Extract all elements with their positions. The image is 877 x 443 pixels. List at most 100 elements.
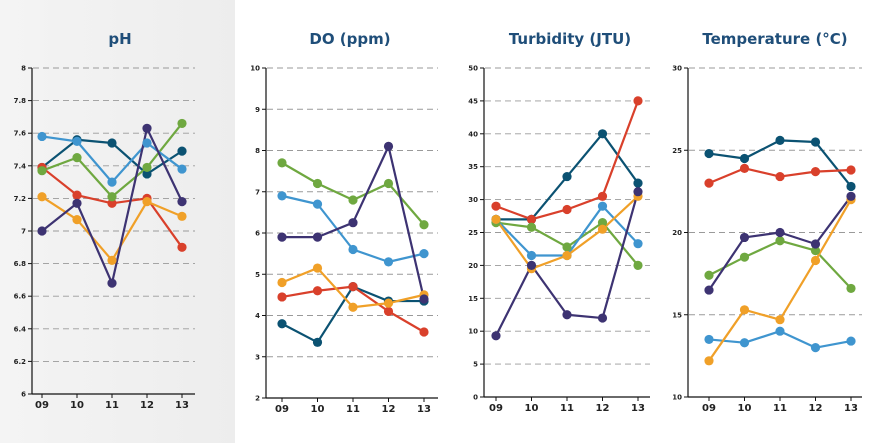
data-point: [775, 315, 785, 325]
data-point: [810, 343, 821, 353]
y-tick-label: 35: [468, 163, 478, 171]
x-tick-label: 13: [844, 403, 858, 414]
y-tick-label: 10: [672, 394, 682, 402]
x-tick-label: 10: [738, 403, 752, 414]
data-point: [775, 135, 785, 145]
data-point: [107, 278, 117, 288]
data-point: [810, 137, 821, 147]
x-tick-label: 12: [809, 403, 823, 414]
data-point: [846, 181, 856, 192]
data-point: [348, 282, 358, 292]
data-point: [72, 136, 82, 146]
data-point: [846, 336, 856, 346]
y-tick-label: 6.6: [14, 293, 27, 301]
chart-1: 2 3 4 5 6 7 8 9 10 09 10 11 12 13: [250, 65, 438, 415]
x-tick-label: 11: [346, 404, 360, 415]
data-point: [775, 171, 785, 182]
data-point: [810, 167, 821, 177]
data-point: [277, 277, 287, 288]
x-tick-label: 13: [175, 400, 189, 411]
x-tick-label: 10: [70, 400, 84, 411]
y-tick-label: 7: [21, 228, 26, 236]
data-point: [37, 192, 47, 202]
chart-title-do: DO (ppm): [309, 30, 391, 48]
data-point: [142, 123, 152, 133]
y-tick-label: 7: [255, 188, 260, 196]
y-tick-label: 7.2: [14, 195, 27, 203]
data-point: [775, 236, 785, 246]
y-tick-label: 15: [672, 311, 682, 319]
data-point: [419, 249, 429, 259]
x-tick-label: 12: [596, 403, 610, 414]
y-tick-label: 6: [21, 391, 26, 399]
y-tick-label: 6: [255, 230, 260, 238]
chart-title-temperature: Temperature (°C): [702, 30, 848, 48]
y-tick-label: 7.8: [14, 97, 27, 105]
data-point: [810, 245, 821, 256]
data-point: [562, 242, 572, 252]
data-point: [562, 171, 572, 182]
data-point: [597, 224, 608, 234]
data-point: [177, 211, 187, 221]
x-tick-label: 13: [631, 403, 645, 414]
data-point: [107, 177, 117, 187]
data-point: [37, 166, 47, 176]
data-point: [419, 294, 429, 304]
data-point: [597, 218, 608, 228]
data-point: [633, 178, 643, 188]
data-point: [177, 197, 187, 207]
data-point: [597, 201, 608, 211]
x-tick-label: 11: [773, 403, 787, 414]
x-tick-label: 11: [560, 403, 574, 414]
series-line-1: [495, 100, 640, 221]
data-point: [383, 298, 394, 308]
chart-title-ph: pH: [108, 30, 132, 48]
chart-2: 0 5 10 15 20 25 30 35 40 45 50 09 10 11 12 13: [468, 65, 650, 414]
data-point: [277, 191, 287, 201]
data-point: [72, 153, 82, 163]
x-tick-label: 11: [105, 400, 119, 411]
data-point: [739, 232, 750, 243]
y-tick-label: 10: [468, 328, 478, 336]
x-tick-label: 10: [311, 404, 325, 415]
data-point: [739, 252, 750, 262]
y-tick-label: 3: [255, 353, 260, 361]
data-point: [775, 227, 785, 238]
data-point: [72, 214, 82, 225]
y-tick-label: 8: [21, 65, 26, 73]
y-tick-label: 5: [473, 361, 478, 369]
data-point: [526, 260, 537, 270]
data-point: [312, 178, 323, 189]
data-point: [383, 257, 394, 267]
data-point: [142, 162, 152, 173]
data-point: [419, 327, 429, 337]
data-point: [597, 129, 608, 139]
y-tick-label: 30: [468, 196, 478, 204]
data-point: [107, 255, 117, 265]
data-point: [633, 187, 643, 197]
data-point: [37, 226, 47, 236]
y-tick-label: 2: [255, 395, 260, 403]
y-tick-label: 40: [468, 130, 478, 138]
series-line-0: [281, 285, 424, 344]
data-point: [739, 305, 750, 315]
data-point: [704, 356, 714, 366]
data-point: [633, 239, 643, 249]
x-tick-label: 10: [525, 403, 539, 414]
x-tick-label: 09: [35, 400, 49, 411]
y-tick-label: 15: [468, 295, 478, 303]
y-tick-label: 7.4: [14, 162, 27, 170]
data-point: [177, 118, 187, 129]
y-tick-label: 45: [468, 97, 478, 105]
data-point: [491, 214, 501, 224]
data-point: [491, 201, 501, 211]
data-point: [142, 169, 152, 179]
data-point: [107, 138, 117, 148]
data-point: [775, 326, 785, 336]
data-point: [526, 250, 537, 261]
series-line-2: [708, 239, 852, 290]
data-point: [348, 244, 358, 255]
data-point: [277, 292, 287, 302]
data-point: [72, 198, 82, 208]
data-point: [633, 96, 643, 106]
